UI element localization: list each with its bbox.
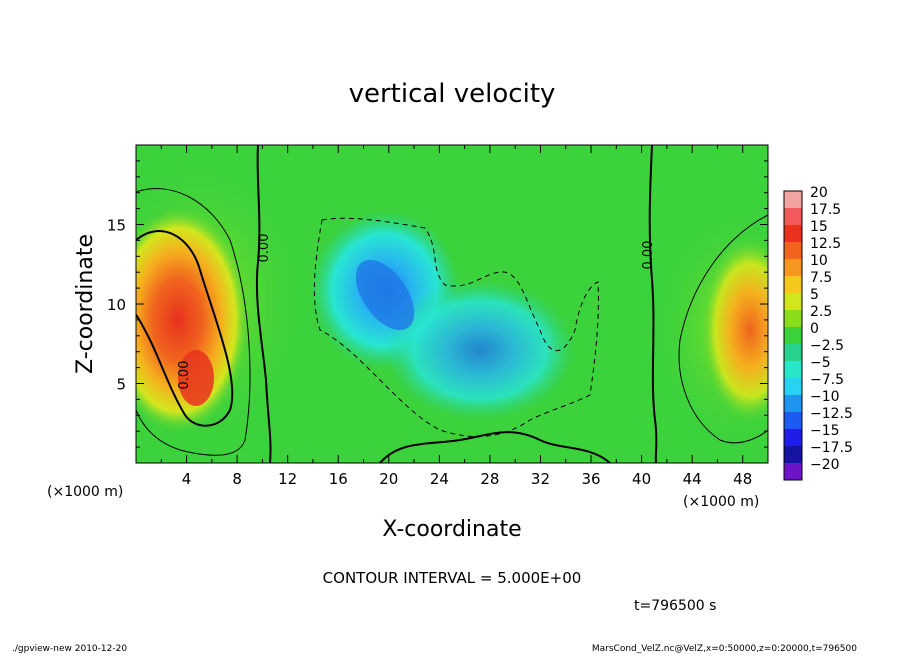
colorbar-swatch xyxy=(784,429,802,446)
colorbar-swatch xyxy=(784,327,802,344)
footer-right: MarsCond_VelZ.nc@VelZ,x=0:50000,z=0:2000… xyxy=(592,644,857,654)
neg-contour xyxy=(313,217,599,438)
y-tick-label: 15 xyxy=(107,217,126,235)
pos-contour-left-outer xyxy=(136,188,251,456)
y-tick-label: 5 xyxy=(116,376,126,394)
left-updraft-core xyxy=(178,350,214,406)
pos-contour-right-outer xyxy=(678,214,768,444)
colorbar-label: −10 xyxy=(810,389,840,405)
pos-contour-left-5 xyxy=(136,230,234,427)
colorbar-swatch xyxy=(784,242,802,259)
y-tick-label: 10 xyxy=(107,296,126,314)
colorbar-swatch xyxy=(784,344,802,361)
colorbar-label: 0 xyxy=(810,321,819,337)
contour-label-1: 0.00 xyxy=(257,234,272,263)
x-tick-label: 40 xyxy=(632,470,651,488)
colorbar-label: 7.5 xyxy=(810,270,832,286)
colorbar-swatch xyxy=(784,293,802,310)
colorbar-label: −17.5 xyxy=(810,440,853,456)
contour-label-3: 0.00 xyxy=(177,361,192,390)
y-axis-label: Z-coordinate xyxy=(73,234,98,374)
colorbar-swatch xyxy=(784,378,802,395)
colorbar-swatch xyxy=(784,259,802,276)
colorbar-swatch xyxy=(784,276,802,293)
x-tick-label: 44 xyxy=(683,470,702,488)
time-label: t=796500 s xyxy=(634,598,716,614)
colorbar-swatch xyxy=(784,446,802,463)
contour-interval: CONTOUR INTERVAL = 5.000E+00 xyxy=(323,569,582,587)
x-tick-label: 24 xyxy=(430,470,449,488)
y-axis-unit: (×1000 m) xyxy=(47,484,123,500)
x-tick-label: 28 xyxy=(480,470,499,488)
downdraft-lower xyxy=(385,280,575,420)
x-axis-unit: (×1000 m) xyxy=(683,494,759,510)
colorbar-swatch xyxy=(784,310,802,327)
right-updraft xyxy=(700,235,768,425)
x-tick-labels: 4 8 12 16 20 24 28 32 36 40 44 48 xyxy=(182,470,752,488)
zero-contour-right xyxy=(648,145,658,463)
contour-label-2: 0.00 xyxy=(641,241,656,270)
left-updraft xyxy=(136,205,250,435)
colorbar-label: 15 xyxy=(810,219,828,235)
x-tick-label: 16 xyxy=(329,470,348,488)
x-tick-label: 36 xyxy=(581,470,600,488)
axis-ticks xyxy=(136,145,768,463)
x-axis-label: X-coordinate xyxy=(382,517,521,542)
chart-title: vertical velocity xyxy=(349,79,556,109)
colorbar-swatch xyxy=(784,225,802,242)
colorbar-label: 2.5 xyxy=(810,304,832,320)
zero-contour-bottom xyxy=(379,431,611,463)
x-tick-label: 8 xyxy=(232,470,242,488)
plot-area xyxy=(136,145,768,463)
x-tick-label: 12 xyxy=(278,470,297,488)
x-tick-label: 32 xyxy=(531,470,550,488)
x-tick-label: 20 xyxy=(379,470,398,488)
colorbar-label: 10 xyxy=(810,253,828,269)
x-tick-label: 48 xyxy=(733,470,752,488)
colorbar-label: 5 xyxy=(810,287,819,303)
colorbar-swatch xyxy=(784,361,802,378)
colorbar-label: 20 xyxy=(810,185,828,201)
colorbar-label: 17.5 xyxy=(810,202,841,218)
colorbar-label: −7.5 xyxy=(810,372,844,388)
footer-left: ./gpview-new 2010-12-20 xyxy=(12,644,127,654)
colorbar-swatch xyxy=(784,412,802,429)
zero-contour-left xyxy=(255,145,272,463)
downdraft-core xyxy=(355,259,415,331)
colorbar-label: −15 xyxy=(810,423,840,439)
colorbar-swatch xyxy=(784,395,802,412)
colorbar-label: −20 xyxy=(810,457,840,473)
colorbar-swatch xyxy=(784,191,802,208)
y-tick-labels: 5 10 15 xyxy=(107,217,126,394)
colorbar-label: −5 xyxy=(810,355,831,371)
colorbar-swatch xyxy=(784,208,802,225)
colorbar: 2017.51512.5107.552.50−2.5−5−7.5−10−12.5… xyxy=(783,185,853,481)
colorbar-label: −12.5 xyxy=(810,406,853,422)
colorbar-frame xyxy=(783,190,803,481)
colorbar-label: 12.5 xyxy=(810,236,841,252)
colorbar-label: −2.5 xyxy=(810,338,844,354)
x-tick-label: 4 xyxy=(182,470,192,488)
colorbar-swatch xyxy=(784,463,802,480)
